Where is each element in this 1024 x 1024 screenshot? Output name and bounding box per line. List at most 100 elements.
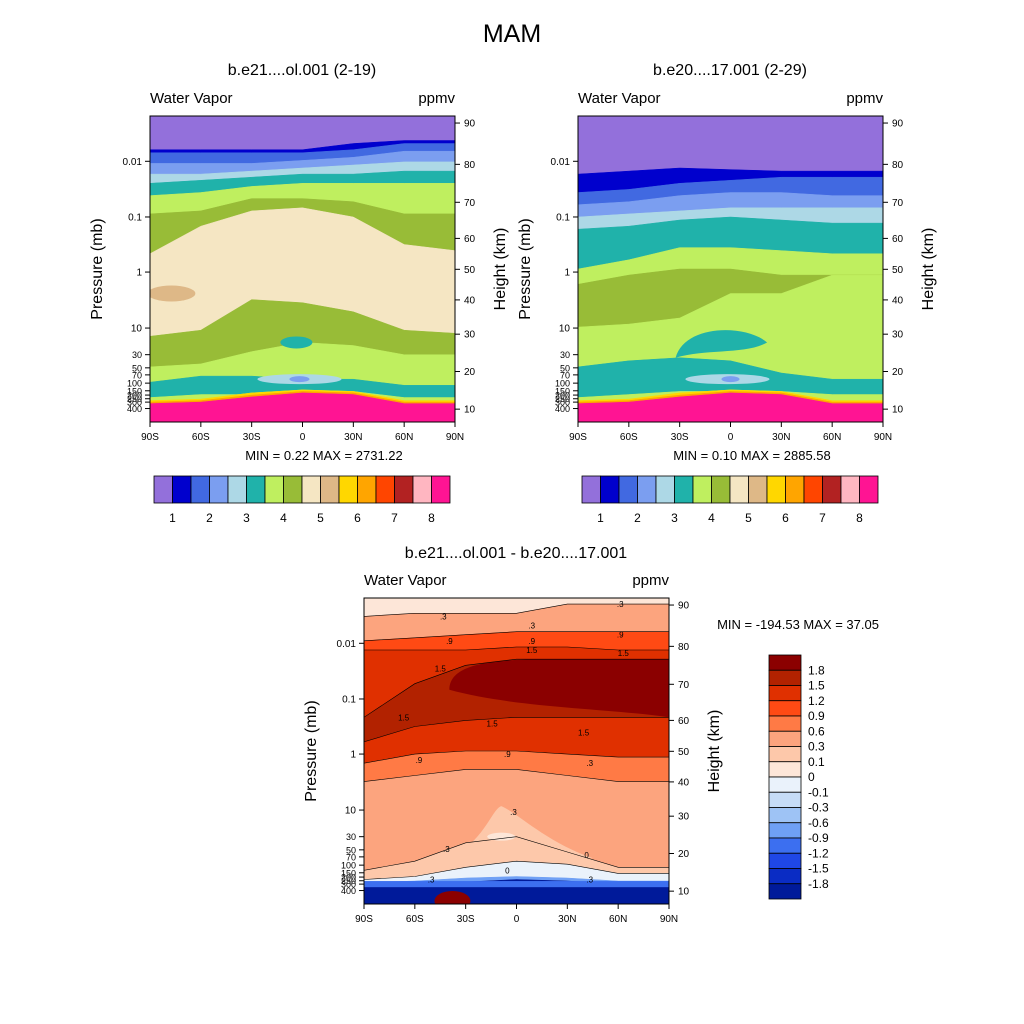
colorbar-box [768, 883, 802, 900]
y-tick-label: 0.1 [342, 694, 356, 705]
y-right-axis-title: Height (km) [492, 228, 509, 311]
x-tick-label: 60N [823, 432, 841, 443]
colorbar-label: -0.6 [808, 816, 829, 830]
colorbar-box [357, 475, 377, 504]
y-tick-label: 200 [341, 873, 356, 883]
y-right-tick-label: 30 [464, 330, 476, 341]
colorbar-box [768, 715, 802, 732]
x-tick-label: 90S [141, 432, 159, 443]
x-tick-label: 0 [728, 432, 734, 443]
y-right-tick-label: 20 [892, 367, 904, 378]
y-right-tick-label: 90 [892, 119, 904, 130]
y-tick-label: 0.1 [556, 212, 570, 223]
colorbar-box [338, 475, 358, 504]
y-right-axis-title: Height (km) [706, 710, 723, 793]
colorbar-box [618, 475, 638, 504]
x-tick-label: 90N [874, 432, 892, 443]
colorbar-label: 8 [428, 511, 435, 525]
colorbar-box [320, 475, 340, 504]
y-right-tick-label: 20 [464, 367, 476, 378]
x-tick-label: 30S [671, 432, 689, 443]
contour-label: .3 [443, 845, 450, 854]
x-tick-label: 60S [406, 914, 424, 925]
colorbar-label: 0.1 [808, 755, 825, 769]
variable-label: Water Vapor [364, 572, 447, 589]
y-tick-label: 300 [127, 398, 142, 408]
colorbar-label: 1 [169, 511, 176, 525]
colorbar-box [766, 475, 786, 504]
panel-top-right: b.e20....17.001 (2-29) Water Vapor ppmv 90S… [517, 62, 937, 525]
y-tick-label: 10 [559, 324, 571, 335]
contour-fill [578, 116, 883, 422]
min-max-stats: MIN = 0.10 MAX = 2885.58 [673, 448, 831, 463]
y-right-tick-label: 70 [892, 198, 904, 209]
colorbar-box [431, 475, 451, 504]
y-tick-label: 100 [127, 379, 142, 389]
colorbar-box [655, 475, 675, 504]
colorbar-label: 7 [819, 511, 826, 525]
colorbar: 1 2 3 4 5 6 7 8 [581, 475, 879, 525]
colorbar-label: 3 [243, 511, 250, 525]
y-right-tick-label: 40 [678, 777, 690, 788]
colorbar-box [768, 730, 802, 747]
x-tick-label: 90N [660, 914, 678, 925]
colorbar-box [600, 475, 620, 504]
y-right-tick-label: 20 [678, 849, 690, 860]
colorbar-label: -1.5 [808, 862, 829, 876]
contour-label: .3 [440, 612, 447, 621]
contour-line [364, 658, 669, 718]
variable-label: Water Vapor [578, 90, 661, 107]
contour-label: .3 [528, 622, 535, 631]
colorbar-box [375, 475, 395, 504]
colorbar-label: -0.3 [808, 801, 829, 815]
units-label: ppmv [418, 90, 455, 107]
y-tick-label: 0.01 [123, 157, 143, 168]
y-right-tick-label: 50 [464, 265, 476, 276]
colorbar-box [785, 475, 805, 504]
colorbar-box [768, 807, 802, 824]
y-tick-label: 0.01 [551, 157, 571, 168]
surface-red-patch [434, 890, 471, 904]
colorbar-box [246, 475, 266, 504]
x-tick-label: 0 [514, 914, 520, 925]
y-tick-label: 30 [132, 350, 142, 360]
y-tick-label: 30 [560, 350, 570, 360]
contour-label: 1.5 [618, 649, 630, 658]
contour-label: .3 [586, 759, 593, 768]
colorbar-box [768, 776, 802, 793]
colorbar-label: 1 [597, 511, 604, 525]
contour-label: .9 [446, 637, 453, 646]
x-tick-label: 30S [243, 432, 261, 443]
colorbar-label: -1.8 [808, 877, 829, 891]
contour-line [364, 646, 669, 651]
y-tick-label: 250 [127, 394, 142, 404]
units-label: ppmv [632, 572, 669, 589]
x-tick-label: 90S [569, 432, 587, 443]
colorbar-box [768, 746, 802, 763]
colorbar-label: 6 [782, 511, 789, 525]
y-tick-label: 400 [341, 886, 356, 896]
contour-label: .3 [428, 876, 435, 885]
y-right-tick-label: 40 [464, 295, 476, 306]
contour-line [364, 631, 669, 642]
y-tick-label: 150 [341, 868, 356, 878]
y-right-tick-label: 70 [678, 680, 690, 691]
tan-patch [150, 285, 196, 302]
contour-line [364, 717, 669, 743]
colorbar-label: 2 [206, 511, 213, 525]
y-tick-label: 50 [560, 363, 570, 373]
colorbar-box [692, 475, 712, 504]
colorbar-box [768, 791, 802, 808]
y-right-tick-label: 10 [892, 405, 904, 416]
x-tick-label: 30N [344, 432, 362, 443]
y-tick-label: 150 [555, 386, 570, 396]
colorbar-label: 2 [634, 511, 641, 525]
contour-label: 1.5 [526, 646, 538, 655]
y-tick-label: 0.01 [337, 639, 357, 650]
x-tick-label: 0 [300, 432, 306, 443]
panel-top-left: b.e21....ol.001 (2-19) Water Vapor ppmv 90S… [89, 62, 509, 525]
colorbar-label: 8 [856, 511, 863, 525]
colorbar-label: 4 [280, 511, 287, 525]
y-right-tick-label: 10 [678, 887, 690, 898]
